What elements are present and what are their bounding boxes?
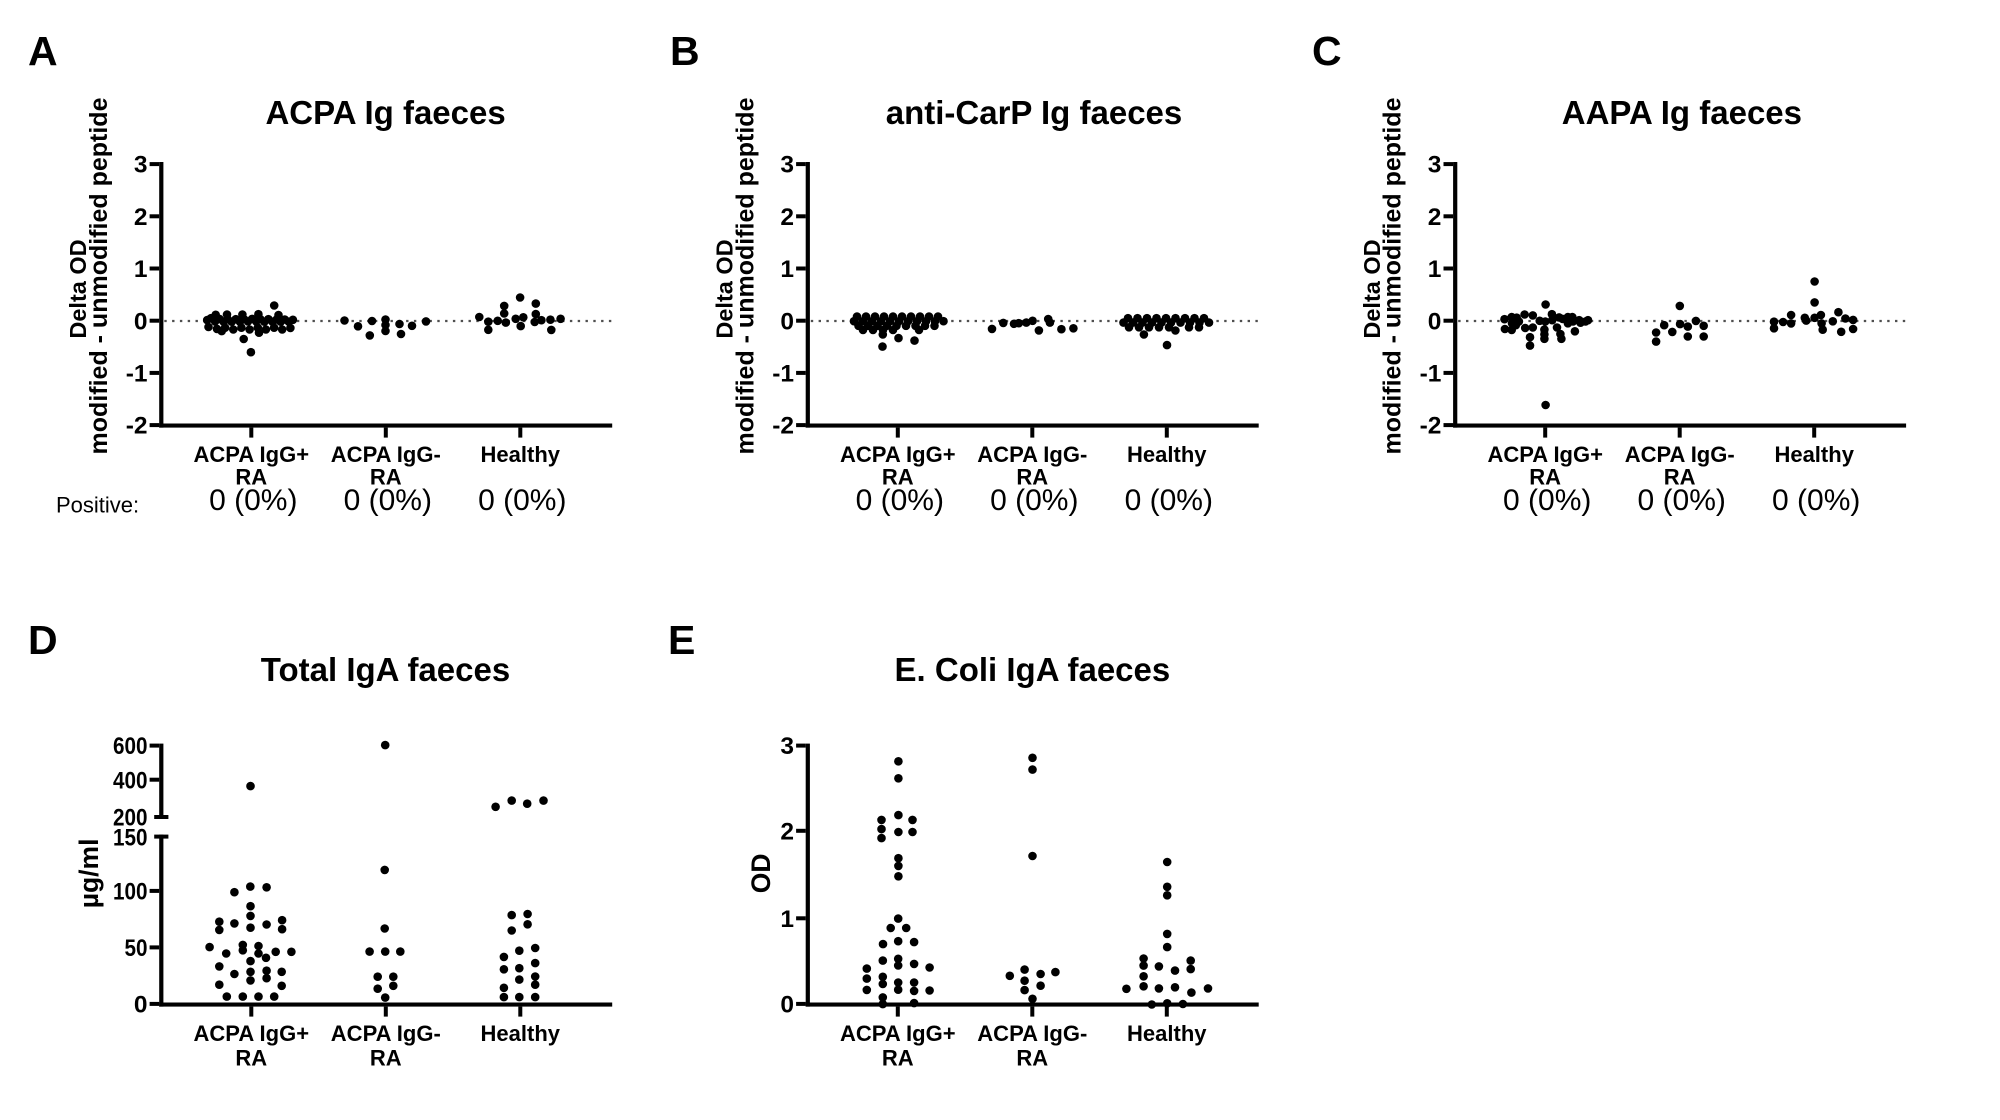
svg-text:ACPA IgG-: ACPA IgG- (977, 1021, 1087, 1046)
svg-text:0 (0%): 0 (0%) (1638, 484, 1726, 517)
svg-text:RA: RA (235, 465, 267, 490)
svg-text:1: 1 (780, 906, 794, 933)
svg-text:RA: RA (235, 1046, 267, 1071)
svg-text:-1: -1 (772, 361, 794, 388)
svg-text:RA: RA (1016, 465, 1048, 490)
svg-text:1: 1 (780, 256, 794, 283)
svg-text:Delta OD: Delta OD (1359, 239, 1385, 338)
svg-text:50: 50 (125, 935, 148, 962)
svg-text:-1: -1 (126, 361, 148, 388)
svg-text:ACPA IgG+: ACPA IgG+ (194, 442, 310, 467)
svg-text:2: 2 (780, 818, 794, 845)
svg-text:ACPA IgG+: ACPA IgG+ (840, 1021, 956, 1046)
svg-text:2: 2 (134, 204, 148, 231)
svg-text:0 (0%): 0 (0%) (344, 484, 432, 517)
svg-text:RA: RA (1016, 1046, 1048, 1071)
svg-text:Healthy: Healthy (481, 442, 561, 467)
svg-text:RA: RA (1529, 465, 1561, 490)
svg-text:0 (0%): 0 (0%) (1772, 484, 1860, 517)
svg-text:modified - unmodified peptide: modified - unmodified peptide (731, 97, 759, 454)
svg-text:µg/ml: µg/ml (74, 839, 104, 909)
svg-text:E: E (668, 617, 695, 663)
svg-text:RA: RA (1664, 465, 1696, 490)
svg-text:150: 150 (113, 825, 148, 852)
svg-text:3: 3 (780, 152, 794, 179)
svg-text:0: 0 (134, 992, 148, 1019)
svg-text:0 (0%): 0 (0%) (478, 484, 566, 517)
svg-text:ACPA IgG-: ACPA IgG- (331, 442, 441, 467)
svg-text:modified - unmodified peptide: modified - unmodified peptide (1379, 97, 1407, 454)
svg-text:D: D (28, 617, 58, 663)
svg-text:2: 2 (1428, 204, 1442, 231)
svg-text:ACPA IgG-: ACPA IgG- (331, 1021, 441, 1046)
svg-text:3: 3 (780, 733, 794, 760)
svg-text:AAPA Ig faeces: AAPA Ig faeces (1562, 94, 1802, 131)
svg-text:RA: RA (370, 1046, 402, 1071)
svg-text:-2: -2 (1420, 413, 1442, 440)
svg-text:0: 0 (134, 308, 148, 335)
svg-text:C: C (1312, 28, 1342, 74)
svg-text:Healthy: Healthy (1774, 442, 1854, 467)
svg-text:0 (0%): 0 (0%) (209, 484, 297, 517)
svg-text:0: 0 (1428, 308, 1442, 335)
svg-text:RA: RA (882, 1046, 914, 1071)
svg-text:0 (0%): 0 (0%) (856, 484, 944, 517)
svg-text:Total IgA faeces: Total IgA faeces (261, 651, 510, 688)
svg-text:-2: -2 (126, 413, 148, 440)
svg-text:600: 600 (113, 733, 148, 760)
svg-text:-1: -1 (1420, 361, 1442, 388)
svg-text:RA: RA (882, 465, 914, 490)
svg-text:1: 1 (134, 256, 148, 283)
svg-text:ACPA IgG-: ACPA IgG- (977, 442, 1087, 467)
svg-text:3: 3 (134, 152, 148, 179)
svg-text:Delta OD: Delta OD (65, 239, 91, 338)
svg-text:E. Coli IgA faeces: E. Coli IgA faeces (895, 651, 1171, 688)
svg-text:OD: OD (746, 854, 776, 894)
svg-text:ACPA Ig faeces: ACPA Ig faeces (265, 94, 505, 131)
svg-text:-2: -2 (772, 413, 794, 440)
svg-text:Delta OD: Delta OD (712, 239, 738, 338)
svg-text:200: 200 (113, 805, 148, 832)
svg-text:B: B (670, 28, 700, 74)
svg-text:3: 3 (1428, 152, 1442, 179)
svg-text:RA: RA (370, 465, 402, 490)
svg-text:ACPA IgG-: ACPA IgG- (1625, 442, 1735, 467)
svg-text:0: 0 (780, 308, 794, 335)
svg-text:2: 2 (780, 204, 794, 231)
svg-text:Positive:: Positive: (56, 493, 139, 518)
svg-text:100: 100 (113, 879, 148, 906)
svg-text:ACPA IgG+: ACPA IgG+ (1487, 442, 1603, 467)
svg-text:0 (0%): 0 (0%) (990, 484, 1078, 517)
svg-text:ACPA IgG+: ACPA IgG+ (840, 442, 956, 467)
svg-text:Healthy: Healthy (1127, 1021, 1207, 1046)
svg-text:modified - unmodified peptide: modified - unmodified peptide (85, 97, 113, 454)
svg-text:A: A (28, 28, 58, 74)
svg-text:1: 1 (1428, 256, 1442, 283)
svg-text:Healthy: Healthy (481, 1021, 561, 1046)
svg-text:ACPA IgG+: ACPA IgG+ (194, 1021, 310, 1046)
svg-text:anti-CarP Ig faeces: anti-CarP Ig faeces (886, 94, 1183, 131)
svg-text:400: 400 (113, 767, 148, 794)
svg-text:0: 0 (780, 992, 794, 1019)
svg-text:0 (0%): 0 (0%) (1503, 484, 1591, 517)
svg-text:Healthy: Healthy (1127, 442, 1207, 467)
svg-text:0 (0%): 0 (0%) (1125, 484, 1213, 517)
